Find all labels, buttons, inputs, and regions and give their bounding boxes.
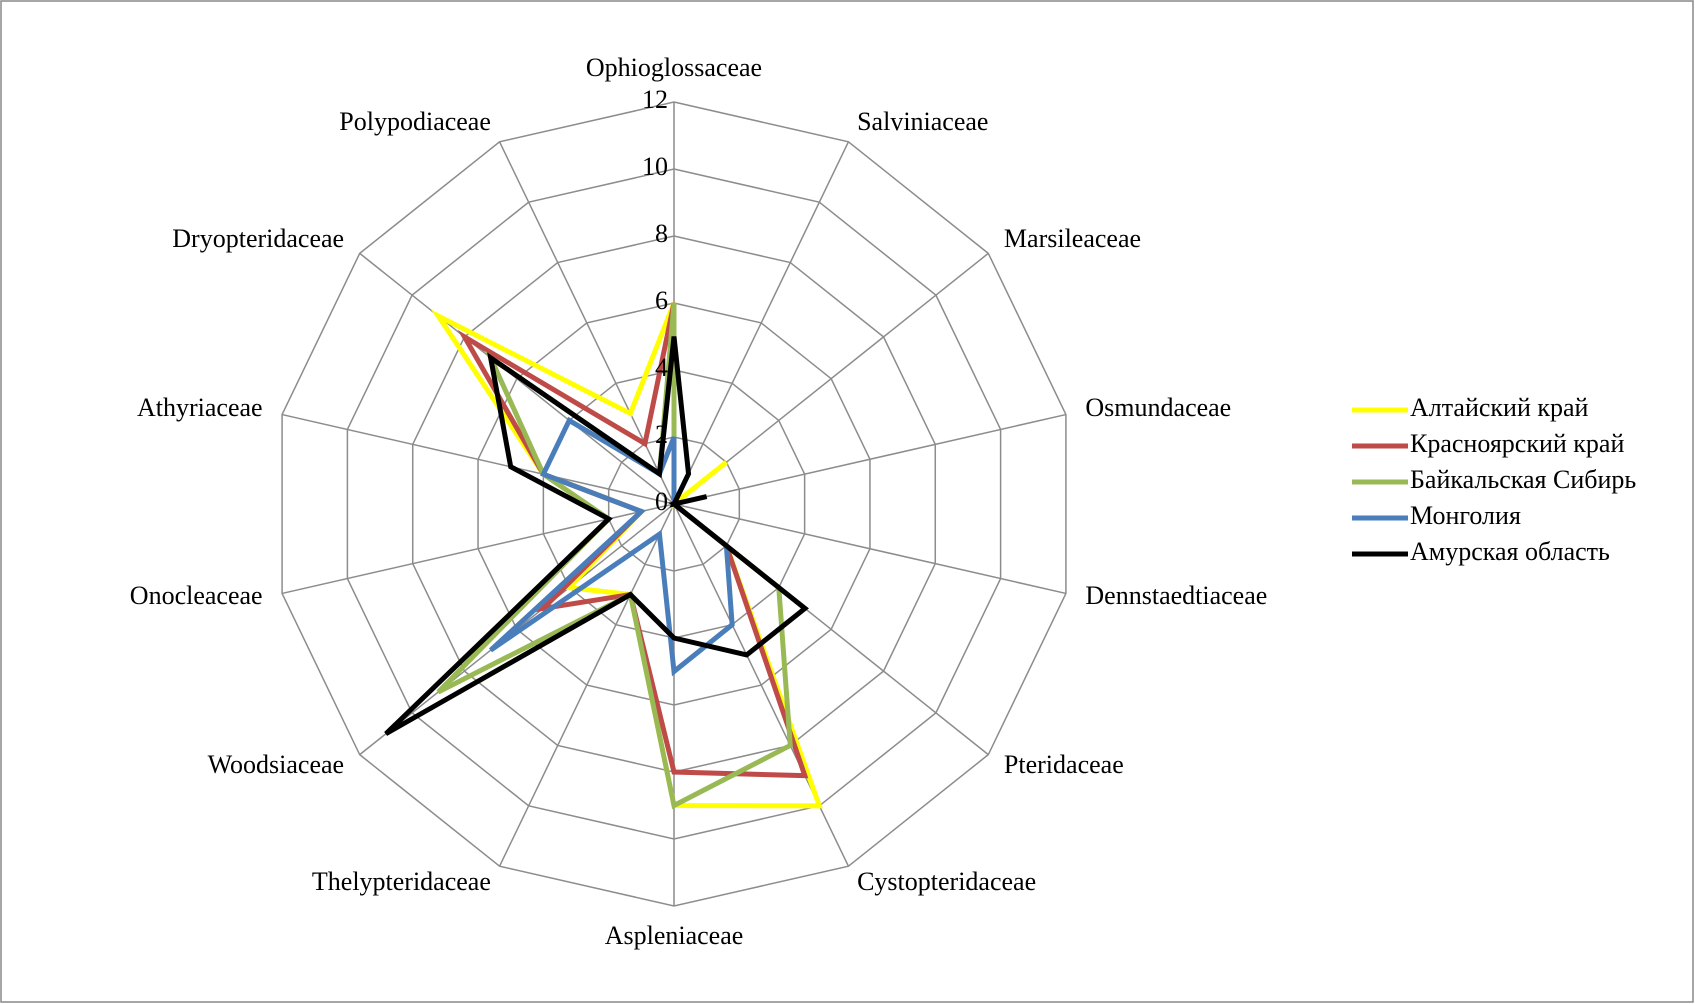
r-tick-label: 4 bbox=[655, 353, 668, 382]
category-label: Cystopteridaceae bbox=[857, 867, 1036, 896]
series-line bbox=[384, 336, 809, 736]
legend-label: Алтайский край bbox=[1410, 393, 1589, 422]
spoke bbox=[673, 413, 1067, 505]
legend-label: Амурская область bbox=[1410, 537, 1610, 566]
category-label: Dryopteridaceae bbox=[172, 224, 344, 253]
category-label: Dennstaedtiaceae bbox=[1085, 581, 1267, 610]
spoke bbox=[673, 503, 1067, 595]
category-label: Onocleaceae bbox=[130, 581, 263, 610]
legend-label: Красноярский край bbox=[1410, 429, 1624, 458]
category-label: Ophioglossaceae bbox=[586, 53, 762, 82]
r-tick-label: 8 bbox=[655, 219, 668, 248]
r-tick-label: 2 bbox=[655, 420, 668, 449]
r-tick-label: 6 bbox=[655, 286, 668, 315]
category-label: Salviniaceae bbox=[857, 107, 988, 136]
r-tick-label: 12 bbox=[642, 85, 668, 114]
category-label: Pteridaceae bbox=[1004, 750, 1124, 779]
category-label: Polypodiaceae bbox=[339, 107, 491, 136]
category-label: Marsileaceae bbox=[1004, 224, 1141, 253]
legend-label: Монголия bbox=[1410, 501, 1521, 530]
legend-label: Байкальская Сибирь bbox=[1410, 465, 1636, 494]
category-label: Osmundaceae bbox=[1085, 393, 1231, 422]
r-tick-label: 0 bbox=[655, 487, 668, 516]
category-label: Thelypteridaceae bbox=[312, 867, 491, 896]
spoke bbox=[281, 413, 675, 505]
spoke bbox=[673, 141, 850, 505]
r-tick-label: 10 bbox=[642, 152, 668, 181]
category-label: Athyriaceae bbox=[137, 393, 263, 422]
category-label: Aspleniaceae bbox=[605, 921, 744, 950]
category-label: Woodsiaceae bbox=[208, 750, 345, 779]
spoke bbox=[498, 503, 675, 867]
